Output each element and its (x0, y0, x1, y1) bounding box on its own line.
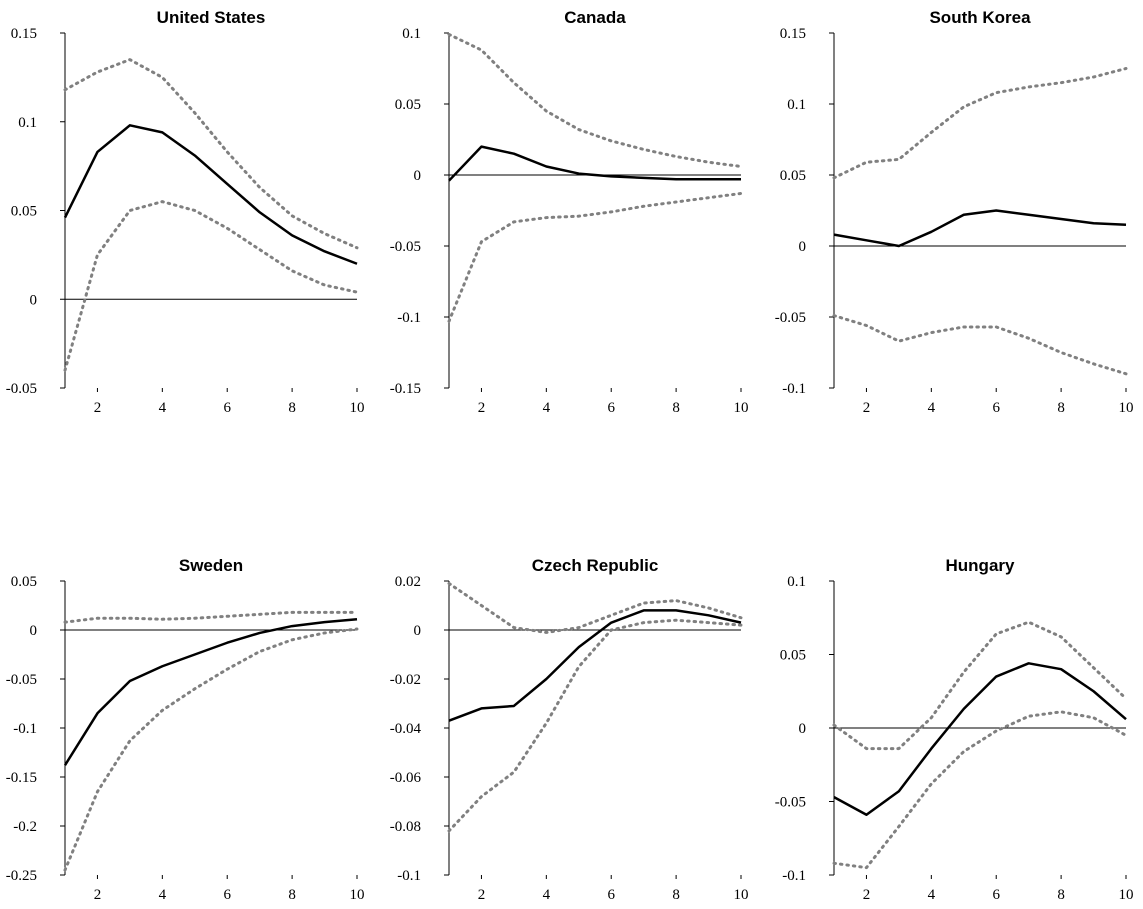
panel: Sweden -0.25 -0.2 -0.15 -0.1 -0.05 0 0.05 2 4 6 8 10 (6, 556, 365, 903)
x-tick-label: 8 (672, 887, 680, 903)
panel: Czech Republic -0.1 -0.08 -0.06 -0.04 -0.02 0 0… (390, 556, 749, 903)
x-tick-label: 4 (928, 887, 936, 903)
confidence-band (447, 191, 743, 323)
x-tick-label: 2 (863, 887, 871, 903)
x-tick-label: 8 (672, 400, 680, 416)
x-tick-label: 6 (607, 400, 615, 416)
y-tick-label: 0.05 (780, 648, 806, 664)
confidence-band (832, 314, 1128, 376)
x-tick-label: 6 (992, 400, 1000, 416)
x-tick-label: 8 (1057, 400, 1065, 416)
panel: Hungary -0.1 -0.05 0 0.05 0.1 2 4 6 8 10 (775, 556, 1134, 903)
y-tick-label: 0.15 (780, 26, 806, 42)
y-tick-label: 0 (30, 292, 38, 308)
y-tick-label: -0.04 (390, 721, 422, 737)
y-tick-label: 0.05 (780, 168, 806, 184)
y-tick-label: -0.05 (6, 672, 37, 688)
x-tick-label: 4 (928, 400, 936, 416)
x-tick-label: 6 (223, 400, 231, 416)
y-tick-label: -0.1 (397, 868, 421, 884)
x-tick-label: 10 (734, 400, 749, 416)
confidence-band (63, 610, 359, 624)
confidence-band (832, 620, 1128, 751)
panel: Canada -0.15 -0.1 -0.05 0 0.05 0.1 2 4 6 8 10 (390, 8, 749, 416)
x-tick-label: 10 (1119, 400, 1134, 416)
x-tick-label: 4 (159, 887, 167, 903)
y-tick-label: 0.1 (787, 574, 806, 590)
y-tick-label: 0.15 (11, 26, 37, 42)
y-tick-label: -0.05 (390, 239, 421, 255)
confidence-band (832, 67, 1128, 180)
y-tick-label: -0.05 (6, 381, 37, 397)
y-tick-label: 0.02 (395, 574, 421, 590)
x-tick-label: 6 (223, 887, 231, 903)
impulse-response (63, 124, 358, 265)
x-tick-label: 10 (1119, 887, 1134, 903)
y-tick-label: -0.1 (397, 310, 421, 326)
y-tick-label: 0 (799, 239, 807, 255)
x-tick-label: 2 (94, 400, 102, 416)
x-tick-label: 10 (734, 887, 749, 903)
y-tick-label: 0 (414, 168, 422, 184)
x-tick-label: 6 (607, 887, 615, 903)
x-tick-label: 2 (863, 400, 871, 416)
y-tick-label: -0.15 (390, 381, 421, 397)
confidence-band (63, 58, 359, 250)
confidence-band (447, 581, 743, 634)
panel-title: Hungary (946, 556, 1016, 575)
y-tick-label: 0.1 (787, 97, 806, 113)
y-tick-label: -0.05 (775, 310, 806, 326)
impulse-response (63, 617, 358, 766)
x-tick-label: 4 (543, 887, 551, 903)
x-tick-label: 2 (478, 400, 486, 416)
confidence-band (63, 627, 359, 872)
y-tick-label: 0.1 (402, 26, 421, 42)
y-tick-label: 0 (30, 623, 38, 639)
x-tick-label: 4 (159, 400, 167, 416)
y-tick-label: -0.05 (775, 795, 806, 811)
y-tick-label: 0.05 (395, 97, 421, 113)
y-tick-label: 0.1 (18, 115, 37, 131)
y-tick-label: -0.06 (390, 770, 422, 786)
y-tick-label: 0.05 (11, 204, 37, 220)
x-tick-label: 10 (350, 887, 365, 903)
y-tick-label: -0.15 (6, 770, 37, 786)
panel-title: Canada (564, 8, 626, 27)
y-tick-label: -0.1 (782, 868, 806, 884)
confidence-band (447, 618, 743, 833)
confidence-band (63, 200, 359, 372)
panel-title: Sweden (179, 556, 243, 575)
y-tick-label: 0 (799, 721, 807, 737)
y-tick-label: -0.08 (390, 819, 421, 835)
y-tick-label: -0.1 (782, 381, 806, 397)
x-tick-label: 8 (288, 887, 296, 903)
impulse-response (833, 662, 1127, 816)
x-tick-label: 4 (543, 400, 551, 416)
x-tick-label: 2 (94, 887, 102, 903)
impulse-response (448, 609, 742, 722)
impulse-response (833, 209, 1127, 248)
confidence-band (832, 710, 1128, 870)
impulse-response (448, 145, 741, 182)
panel-title: South Korea (929, 8, 1031, 27)
y-tick-label: 0.05 (11, 574, 37, 590)
y-tick-label: -0.2 (13, 819, 37, 835)
y-tick-label: 0 (414, 623, 422, 639)
x-tick-label: 6 (992, 887, 1000, 903)
panel-title: United States (157, 8, 266, 27)
x-tick-label: 10 (350, 400, 365, 416)
x-tick-label: 8 (288, 400, 296, 416)
y-tick-label: -0.25 (6, 868, 37, 884)
panel: United States -0.05 0 0.05 0.1 0.15 2 4 6 8 10 (6, 8, 365, 416)
panel: South Korea -0.1 -0.05 0 0.05 0.1 0.15 2 4 6 8 10 (775, 8, 1134, 416)
y-tick-label: -0.02 (390, 672, 421, 688)
y-tick-label: -0.1 (13, 721, 37, 737)
x-tick-label: 8 (1057, 887, 1065, 903)
panel-title: Czech Republic (532, 556, 659, 575)
confidence-band (447, 32, 743, 168)
x-tick-label: 2 (478, 887, 486, 903)
